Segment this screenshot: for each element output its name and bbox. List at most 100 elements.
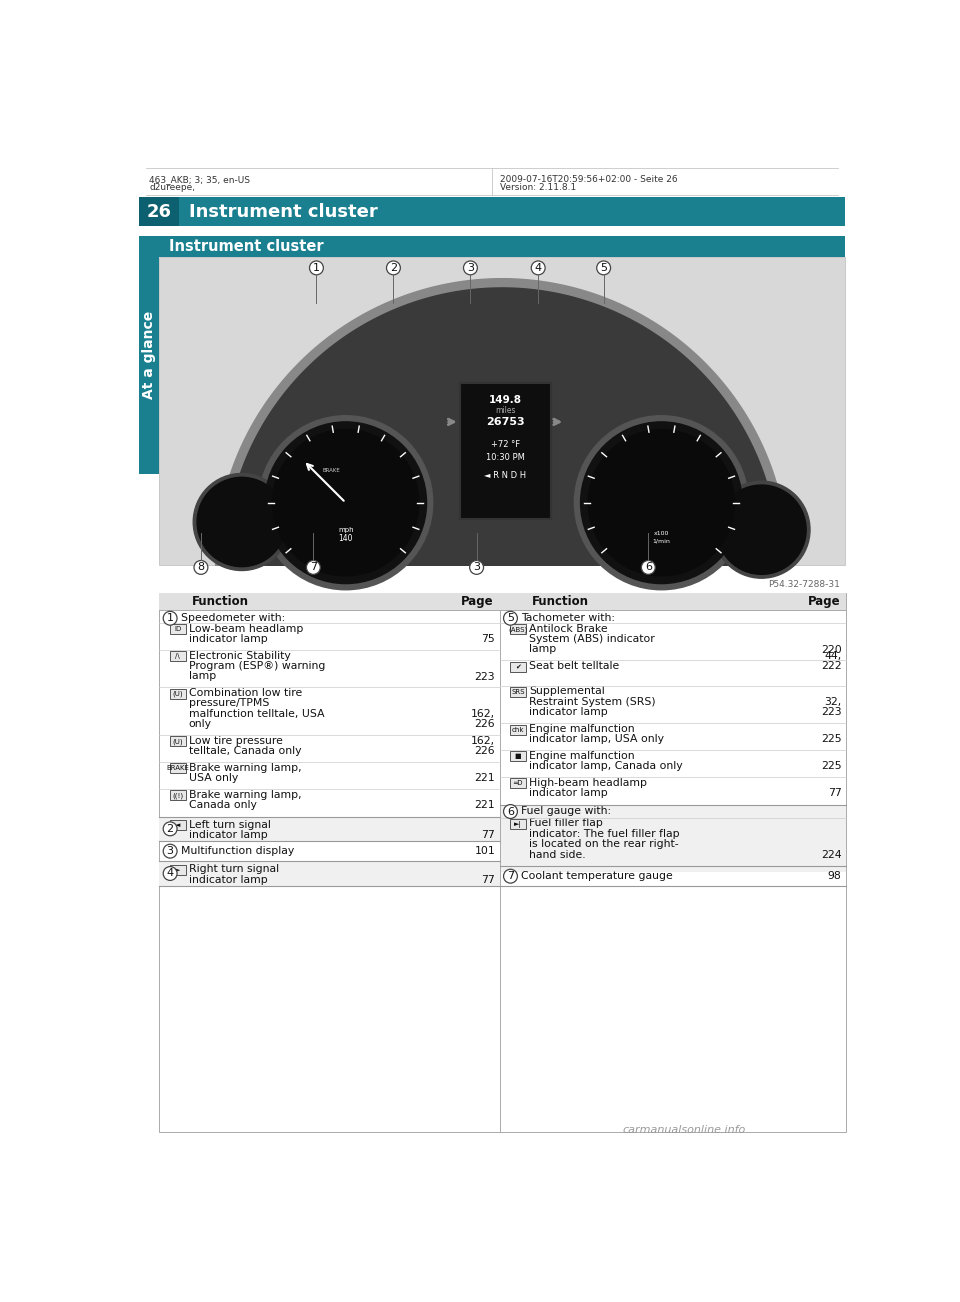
- Text: 6: 6: [507, 806, 514, 816]
- FancyBboxPatch shape: [170, 737, 185, 746]
- Text: Low-beam headlamp: Low-beam headlamp: [188, 624, 303, 634]
- Polygon shape: [216, 279, 788, 565]
- FancyBboxPatch shape: [170, 820, 185, 831]
- Text: 5: 5: [600, 263, 607, 273]
- Text: indicator lamp: indicator lamp: [529, 707, 608, 717]
- Text: 220: 220: [821, 644, 842, 655]
- Text: indicator lamp: indicator lamp: [188, 634, 268, 644]
- FancyBboxPatch shape: [159, 861, 500, 885]
- Text: Low tire pressure: Low tire pressure: [188, 736, 282, 746]
- FancyBboxPatch shape: [139, 236, 159, 474]
- Text: 226: 226: [474, 719, 495, 729]
- Circle shape: [306, 560, 321, 574]
- FancyBboxPatch shape: [511, 724, 526, 734]
- Text: Version: 2.11.8.1: Version: 2.11.8.1: [500, 184, 576, 193]
- Circle shape: [713, 482, 810, 578]
- FancyBboxPatch shape: [511, 625, 526, 634]
- Text: 2: 2: [167, 824, 174, 833]
- FancyBboxPatch shape: [159, 256, 845, 565]
- Circle shape: [504, 870, 517, 883]
- FancyBboxPatch shape: [461, 383, 550, 519]
- Text: ►: ►: [175, 867, 180, 874]
- Circle shape: [464, 260, 477, 275]
- Text: 1: 1: [167, 613, 174, 624]
- FancyBboxPatch shape: [500, 819, 846, 872]
- Text: Function: Function: [532, 595, 589, 608]
- FancyBboxPatch shape: [170, 689, 185, 699]
- Text: lamp: lamp: [529, 644, 556, 655]
- Text: Multifunction display: Multifunction display: [180, 846, 294, 855]
- FancyBboxPatch shape: [511, 661, 526, 672]
- Text: Antilock Brake: Antilock Brake: [529, 624, 608, 634]
- Text: At a glance: At a glance: [142, 311, 156, 398]
- Text: pressure/TPMS: pressure/TPMS: [188, 698, 269, 708]
- FancyBboxPatch shape: [511, 779, 526, 789]
- Text: indicator: The fuel filler flap: indicator: The fuel filler flap: [529, 829, 680, 838]
- Text: Instrument cluster: Instrument cluster: [169, 238, 324, 254]
- Text: lD: lD: [174, 626, 181, 633]
- Text: BRAKE: BRAKE: [166, 766, 189, 771]
- Text: d2ureepe,: d2ureepe,: [150, 184, 195, 193]
- Circle shape: [641, 560, 656, 574]
- Text: indicator lamp: indicator lamp: [188, 875, 268, 884]
- FancyBboxPatch shape: [511, 751, 526, 762]
- Text: hand side.: hand side.: [529, 850, 586, 859]
- FancyBboxPatch shape: [170, 790, 185, 801]
- Text: Left turn signal: Left turn signal: [188, 819, 271, 829]
- Text: Fuel gauge with:: Fuel gauge with:: [521, 806, 612, 816]
- Text: System (ABS) indicator: System (ABS) indicator: [529, 634, 655, 644]
- FancyBboxPatch shape: [159, 816, 500, 841]
- Text: 224: 224: [821, 850, 842, 859]
- Circle shape: [597, 260, 611, 275]
- Text: 221: 221: [474, 801, 495, 810]
- Text: is located on the rear right-: is located on the rear right-: [529, 840, 679, 849]
- Text: Right turn signal: Right turn signal: [188, 865, 278, 874]
- Text: Speedometer with:: Speedometer with:: [180, 613, 285, 622]
- Text: Fuel filler flap: Fuel filler flap: [529, 819, 603, 828]
- Text: 3: 3: [467, 263, 474, 273]
- FancyBboxPatch shape: [159, 592, 846, 1131]
- Text: 75: 75: [481, 634, 495, 644]
- Text: Engine malfunction: Engine malfunction: [529, 724, 635, 734]
- Text: BRAKE: BRAKE: [323, 467, 341, 473]
- Text: 77: 77: [828, 788, 842, 798]
- Text: 77: 77: [481, 831, 495, 840]
- Text: 3: 3: [167, 846, 174, 857]
- FancyBboxPatch shape: [500, 592, 846, 609]
- Text: 1/min: 1/min: [653, 539, 670, 544]
- Circle shape: [193, 474, 290, 570]
- Circle shape: [265, 422, 426, 583]
- Text: 162,: 162,: [471, 708, 495, 719]
- Circle shape: [588, 430, 734, 575]
- Text: ═D: ═D: [514, 780, 523, 786]
- Text: 221: 221: [474, 773, 495, 784]
- Text: 101: 101: [474, 846, 495, 857]
- Text: 98: 98: [828, 871, 842, 881]
- Text: High-beam headlamp: High-beam headlamp: [529, 777, 647, 788]
- Text: (U): (U): [173, 690, 183, 697]
- Circle shape: [531, 260, 545, 275]
- Text: 226: 226: [474, 746, 495, 756]
- Circle shape: [717, 486, 806, 574]
- Text: 44,: 44,: [825, 651, 842, 661]
- Text: x100: x100: [654, 531, 669, 536]
- FancyBboxPatch shape: [170, 865, 185, 875]
- Text: Brake warning lamp,: Brake warning lamp,: [188, 789, 301, 799]
- Text: 223: 223: [821, 707, 842, 717]
- Circle shape: [504, 612, 517, 625]
- Text: 8: 8: [198, 562, 204, 573]
- Text: 2009-07-16T20:59:56+02:00 - Seite 26: 2009-07-16T20:59:56+02:00 - Seite 26: [500, 174, 678, 184]
- Text: miles: miles: [495, 406, 516, 415]
- Text: indicator lamp: indicator lamp: [529, 788, 608, 798]
- Text: Tachometer with:: Tachometer with:: [521, 613, 615, 622]
- Text: (U): (U): [173, 738, 183, 745]
- Circle shape: [504, 805, 517, 819]
- FancyBboxPatch shape: [170, 625, 185, 634]
- Circle shape: [194, 560, 208, 574]
- Text: SRS: SRS: [512, 689, 525, 695]
- Text: Coolant temperature gauge: Coolant temperature gauge: [521, 871, 673, 880]
- Text: Function: Function: [192, 595, 249, 608]
- Circle shape: [387, 260, 400, 275]
- Text: 77: 77: [481, 875, 495, 885]
- FancyBboxPatch shape: [511, 819, 526, 829]
